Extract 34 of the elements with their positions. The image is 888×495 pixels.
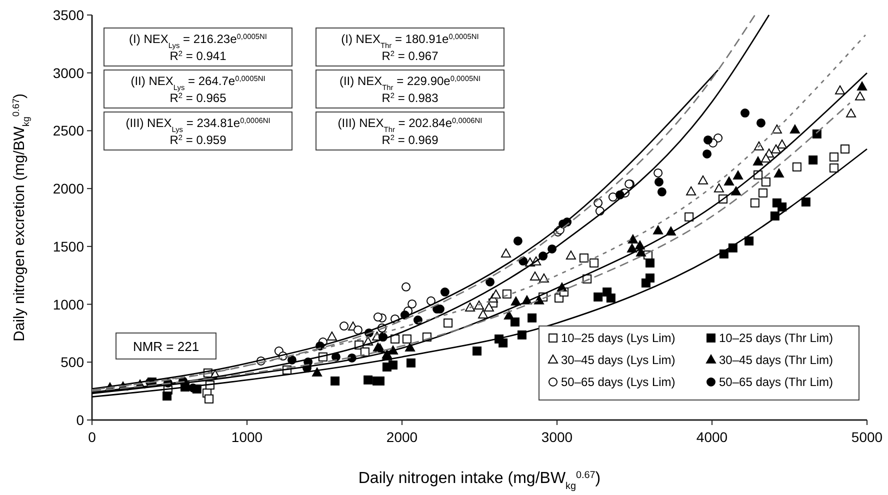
legend-label: 10–25 days (Lys Lim) bbox=[561, 331, 676, 345]
annotation: (II) NEX$_{Lys}$ = 264.7e$^{0,0005NI}$ bbox=[130, 74, 266, 92]
annotation: R$^{2}$ = 0.967 bbox=[382, 48, 439, 63]
annotation: (I) NEX$_{Thr}$ = 180.91e$^{0,0005NI}$ bbox=[341, 32, 479, 50]
x-axis-title: Daily nitrogen intake (mg/BW$_{kg}$$^{0.67}$) bbox=[358, 470, 601, 492]
annotation: R$^{2}$ = 0.941 bbox=[170, 48, 227, 63]
legend-label: 30–45 days (Thr Lim) bbox=[719, 353, 834, 367]
annotation: R$^{2}$ = 0.959 bbox=[170, 132, 227, 147]
legend-label: 30–45 days (Lys Lim) bbox=[561, 353, 676, 367]
legend-label: 10–25 days (Thr Lim) bbox=[719, 331, 834, 345]
legend-label: 50–65 days (Thr Lim) bbox=[719, 375, 834, 389]
annotation: (III) NEX$_{Thr}$ = 202.84e$^{0,0006NI}$ bbox=[338, 116, 482, 134]
y-tick-label: 1000 bbox=[52, 296, 84, 312]
y-tick-label: 500 bbox=[60, 354, 84, 370]
annotation: R$^{2}$ = 0.983 bbox=[382, 90, 439, 105]
x-tick-label: 2000 bbox=[386, 429, 418, 445]
y-tick-label: 0 bbox=[76, 412, 84, 428]
annotation: NMR = 221 bbox=[132, 339, 200, 354]
annotation: R$^{2}$ = 0.965 bbox=[170, 90, 227, 105]
x-tick-label: 4000 bbox=[696, 429, 728, 445]
x-tick-label: 0 bbox=[88, 429, 96, 445]
y-tick-label: 2500 bbox=[52, 122, 84, 139]
y-tick-label: 3500 bbox=[52, 7, 84, 23]
x-tick-label: 3000 bbox=[541, 429, 573, 445]
y-tick-label: 3000 bbox=[52, 64, 84, 81]
y-tick-label: 1500 bbox=[52, 238, 84, 254]
legend-label: 50–65 days (Lys Lim) bbox=[561, 375, 676, 389]
annotation: (II) NEX$_{Thr}$ = 229.90e$^{0,0005NI}$ bbox=[339, 74, 481, 92]
y-tick-label: 2000 bbox=[52, 180, 84, 197]
x-tick-label: 5000 bbox=[851, 429, 883, 445]
annotation: R$^{2}$ = 0.969 bbox=[382, 132, 439, 147]
annotation: (I) NEX$_{Lys}$ = 216.23e$^{0,0005NI}$ bbox=[129, 32, 267, 50]
annotation: (III) NEX$_{Lys}$ = 234.81e$^{0,0006NI}$ bbox=[126, 116, 270, 134]
x-tick-label: 1000 bbox=[231, 429, 263, 445]
